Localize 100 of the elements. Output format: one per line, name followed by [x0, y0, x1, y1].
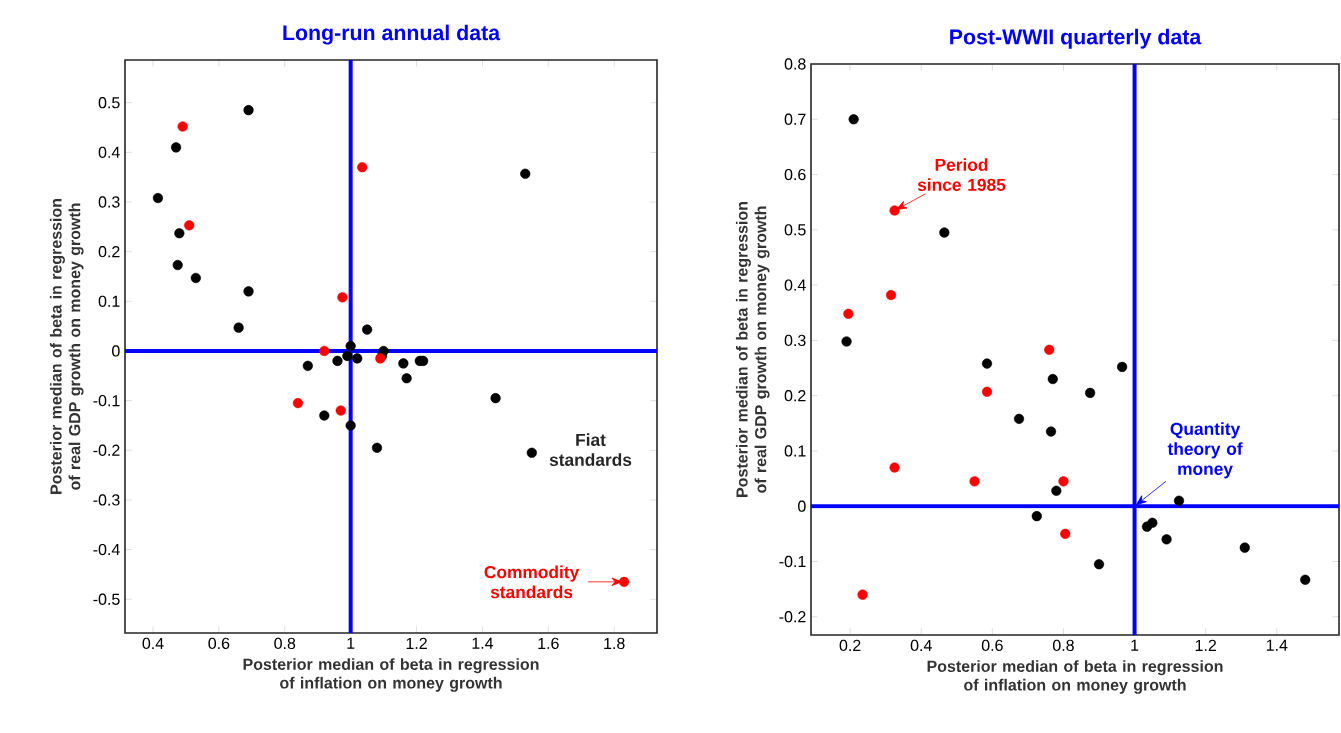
point [152, 192, 164, 204]
point [190, 272, 201, 284]
y-axis-title: Posterior median of beta in regression of real GDP growth on money growth [735, 202, 770, 497]
x-tick-label: 1.4 [472, 637, 494, 649]
point [243, 105, 254, 116]
point [233, 322, 244, 333]
point [357, 162, 368, 173]
x-tick-label: 1.4 [1266, 639, 1288, 651]
chart-title: Post-WWII quarterly data [950, 28, 1202, 49]
chart-title: Long-run annual data [283, 24, 501, 45]
point [177, 121, 188, 132]
y-tick-label: 0.2 [784, 390, 806, 402]
point [1147, 517, 1158, 528]
x-tick-label: 0.8 [274, 637, 296, 650]
point [981, 358, 993, 369]
point [841, 336, 852, 347]
point [526, 447, 537, 458]
x-tick-label: 0.6 [208, 637, 230, 650]
point [335, 405, 346, 416]
point [1013, 413, 1025, 424]
y-tick-label: 0.3 [784, 334, 806, 347]
point [1031, 511, 1042, 522]
x-tick-label: 1 [1131, 639, 1139, 651]
point [1300, 574, 1311, 585]
point [243, 286, 254, 297]
point [174, 228, 185, 239]
point [319, 410, 330, 421]
y-tick-label: 0 [112, 345, 120, 357]
point [345, 340, 356, 352]
point [371, 442, 383, 453]
y-tick-label: 0.8 [784, 58, 806, 70]
x-tick-label: 1 [347, 637, 355, 649]
x-tick-label: 0.2 [839, 639, 861, 652]
y-tick-label: -0.2 [779, 611, 806, 623]
point [1085, 387, 1096, 398]
point [520, 168, 531, 179]
y-tick-label: -0.4 [93, 543, 120, 556]
point [352, 353, 363, 364]
x-axis-title: Posterior median of beta in regression of inflation on money growth [927, 660, 1223, 694]
annotation: Fiat standards [549, 433, 632, 466]
point [1047, 374, 1058, 385]
y-tick-label: 0.5 [784, 224, 806, 236]
point [172, 259, 183, 271]
point [292, 398, 304, 409]
x-tick-label: 0.4 [142, 637, 164, 650]
point [889, 205, 900, 216]
point [885, 289, 897, 301]
y-tick-label: 0.1 [98, 295, 120, 307]
y-tick-label: -0.2 [93, 444, 120, 456]
point [1161, 534, 1172, 545]
point [889, 462, 900, 473]
point [969, 476, 980, 487]
point [939, 227, 950, 238]
y-tick-label: 0.6 [784, 168, 806, 181]
point [337, 292, 348, 303]
y-tick-label: 0 [798, 500, 806, 512]
x-tick-label: 1.8 [604, 637, 625, 650]
point [401, 373, 412, 384]
annotation: Commodity standards [484, 565, 580, 599]
point [184, 220, 195, 231]
point [843, 308, 854, 319]
point [848, 114, 859, 125]
point [170, 142, 182, 153]
point [1044, 344, 1055, 355]
y-tick-label: 0.1 [784, 445, 806, 457]
y-tick-label: -0.3 [93, 494, 120, 506]
x-tick-label: 1.2 [1195, 639, 1216, 651]
y-tick-label: 0.3 [98, 196, 120, 208]
x-tick-label: 0.6 [981, 639, 1003, 652]
point [345, 420, 356, 431]
x-tick-label: 0.8 [1052, 639, 1074, 652]
y-tick-label: -0.1 [93, 394, 120, 407]
point [1045, 426, 1057, 437]
point [319, 345, 330, 357]
point [1093, 559, 1105, 570]
point [1060, 528, 1071, 539]
y-tick-label: -0.5 [93, 593, 120, 605]
y-tick-label: 0.5 [98, 97, 120, 109]
point [398, 358, 409, 369]
point [362, 324, 373, 335]
point [490, 393, 501, 404]
point [1058, 476, 1069, 487]
annotation: Period since 1985 [917, 158, 1006, 191]
point [981, 386, 993, 397]
x-axis-title: Posterior median of beta in regression of inflation on money growth [243, 658, 539, 692]
point [857, 589, 868, 600]
x-tick-label: 1.2 [406, 637, 427, 649]
annotation: Quantity theory of money [1167, 422, 1243, 479]
point [1051, 485, 1062, 496]
point [1117, 361, 1128, 372]
y-tick-label: 0.4 [98, 146, 120, 158]
y-tick-label: -0.1 [779, 555, 806, 568]
y-tick-label: 0.4 [784, 279, 806, 291]
point [618, 576, 630, 587]
y-tick-label: 0.2 [98, 246, 120, 258]
x-tick-label: 1.6 [538, 637, 559, 650]
point [332, 355, 343, 366]
y-axis-title: Posterior median of beta in regression of real GDP growth on money growth [49, 199, 84, 494]
point [1173, 495, 1185, 506]
point [342, 350, 353, 361]
